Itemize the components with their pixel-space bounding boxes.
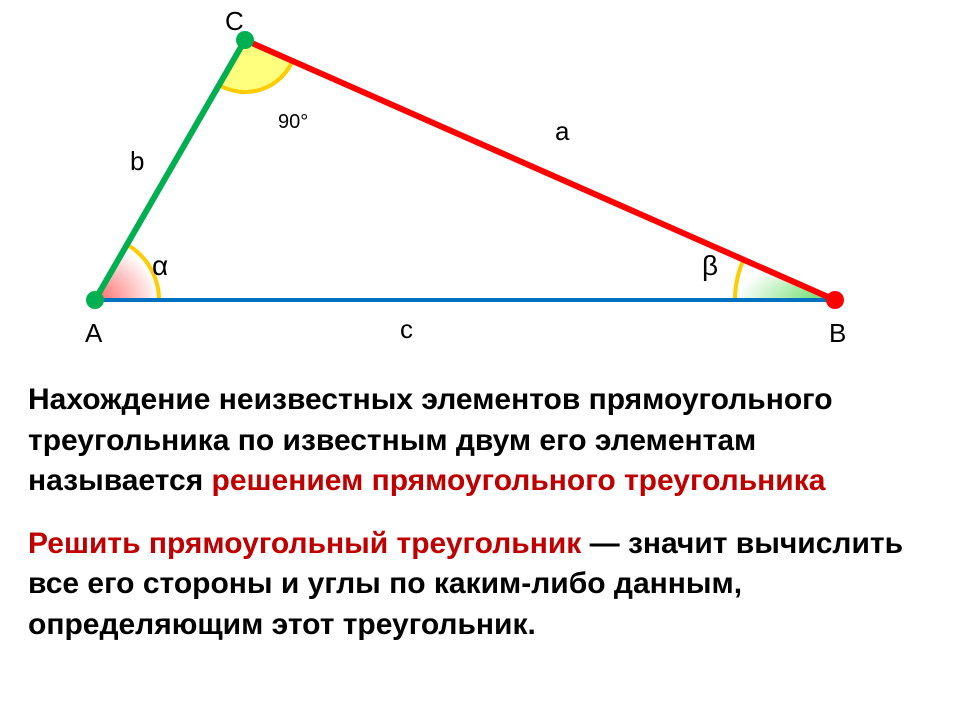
angle-gamma-label: 90° bbox=[278, 111, 308, 133]
slide-container: A B C a b c α β 90° Нахождение неизвестн… bbox=[0, 0, 960, 720]
vertex-A-label: A bbox=[85, 318, 103, 348]
angle-beta-label: β bbox=[702, 250, 718, 281]
paragraph-1: Нахождение неизвестных элементов прямоуг… bbox=[28, 380, 928, 502]
side-a-label: a bbox=[555, 116, 570, 146]
side-b-label: b bbox=[130, 146, 144, 176]
text-block: Нахождение неизвестных элементов прямоуг… bbox=[28, 380, 928, 667]
vertex-B-dot bbox=[826, 291, 844, 309]
angle-alpha bbox=[95, 245, 159, 300]
para2-red: Решить прямоугольный треугольник bbox=[28, 527, 590, 560]
vertex-A-dot bbox=[86, 291, 104, 309]
paragraph-2: Решить прямоугольный треугольник — значи… bbox=[28, 524, 928, 646]
vertex-B-label: B bbox=[829, 318, 846, 348]
side-a bbox=[245, 40, 835, 300]
side-b bbox=[95, 40, 245, 300]
vertex-C-label: C bbox=[225, 6, 244, 36]
triangle-diagram: A B C a b c α β 90° bbox=[0, 0, 960, 380]
para1-red: решением прямоугольного треугольника bbox=[212, 464, 826, 497]
angle-alpha-label: α bbox=[152, 250, 168, 281]
side-c-label: c bbox=[400, 314, 413, 344]
